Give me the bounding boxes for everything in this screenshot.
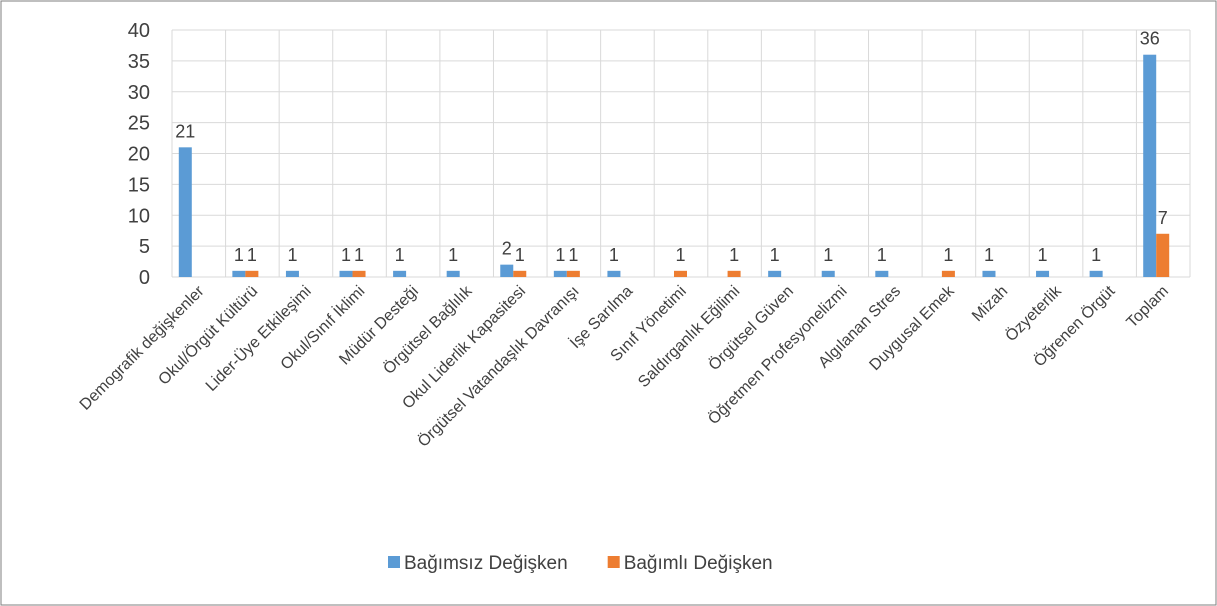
- bar: [982, 270, 996, 277]
- data-label: 1: [729, 245, 739, 265]
- bar: [941, 270, 955, 277]
- bar: [285, 270, 299, 277]
- data-label: 1: [770, 245, 780, 265]
- bar: [339, 270, 353, 277]
- bar: [513, 270, 527, 277]
- data-label: 1: [1038, 245, 1048, 265]
- bar: [875, 270, 889, 277]
- bar: [500, 264, 514, 277]
- data-label: 1: [823, 245, 833, 265]
- bar: [446, 270, 460, 277]
- bar: [352, 270, 366, 277]
- data-label: 1: [568, 245, 578, 265]
- data-label: 1: [675, 245, 685, 265]
- data-label: 36: [1140, 29, 1160, 49]
- y-tick-label: 15: [128, 174, 150, 196]
- data-label: 1: [943, 245, 953, 265]
- legend-label: Bağımsız Değişken: [404, 553, 568, 574]
- y-tick-label: 35: [128, 51, 150, 73]
- data-label: 1: [395, 245, 405, 265]
- bar: [232, 270, 246, 277]
- y-tick-label: 30: [128, 82, 150, 104]
- y-tick-label: 25: [128, 113, 150, 135]
- bar: [674, 270, 687, 277]
- bar: [178, 147, 192, 277]
- bar: [393, 270, 407, 277]
- bar: [1156, 233, 1170, 277]
- data-label: 1: [354, 245, 364, 265]
- data-label: 1: [515, 245, 525, 265]
- data-label: 1: [448, 245, 458, 265]
- bar: [245, 270, 259, 277]
- y-tick-label: 5: [139, 236, 150, 258]
- y-tick-label: 10: [128, 205, 150, 227]
- bar: [1143, 54, 1157, 278]
- data-label: 1: [247, 245, 257, 265]
- y-tick-label: 0: [139, 267, 150, 289]
- data-label: 1: [877, 245, 887, 265]
- bar: [768, 270, 782, 277]
- data-label: 1: [555, 245, 565, 265]
- bar: [727, 270, 741, 277]
- data-label: 1: [1091, 245, 1101, 265]
- bar: [1036, 270, 1050, 277]
- bar: [607, 270, 621, 277]
- legend-label: Bağımlı Değişken: [624, 553, 773, 574]
- legend-swatch: [388, 556, 400, 568]
- bar: [566, 270, 580, 277]
- legend-swatch: [607, 556, 620, 568]
- y-tick-label: 40: [128, 20, 150, 42]
- y-tick-label: 20: [128, 144, 150, 166]
- data-label: 1: [984, 245, 994, 265]
- data-label: 21: [175, 121, 195, 141]
- bar: [1089, 270, 1103, 277]
- bar: [553, 270, 567, 277]
- data-label: 7: [1158, 208, 1168, 228]
- bar: [821, 270, 835, 277]
- data-label: 2: [502, 239, 512, 259]
- data-label: 1: [341, 245, 351, 265]
- data-label: 1: [234, 245, 244, 265]
- data-label: 1: [609, 245, 619, 265]
- data-label: 1: [287, 245, 297, 265]
